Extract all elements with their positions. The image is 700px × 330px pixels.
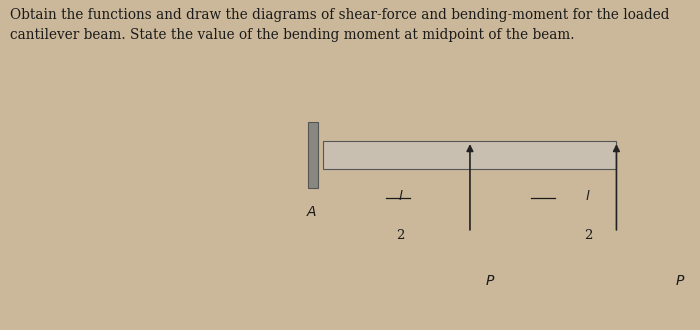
Text: $A$: $A$ (306, 205, 317, 218)
Text: Obtain the functions and draw the diagrams of shear-force and bending-moment for: Obtain the functions and draw the diagra… (10, 8, 670, 22)
Text: $P$: $P$ (676, 274, 685, 288)
Text: 2: 2 (396, 229, 405, 242)
Text: cantilever beam. State the value of the bending moment at midpoint of the beam.: cantilever beam. State the value of the … (10, 28, 575, 42)
Text: 2: 2 (584, 229, 592, 242)
Bar (308, 122, 318, 188)
Bar (323, 141, 617, 169)
Text: $l$: $l$ (585, 189, 591, 203)
Text: $P$: $P$ (485, 274, 495, 288)
Text: $l$: $l$ (398, 189, 403, 203)
